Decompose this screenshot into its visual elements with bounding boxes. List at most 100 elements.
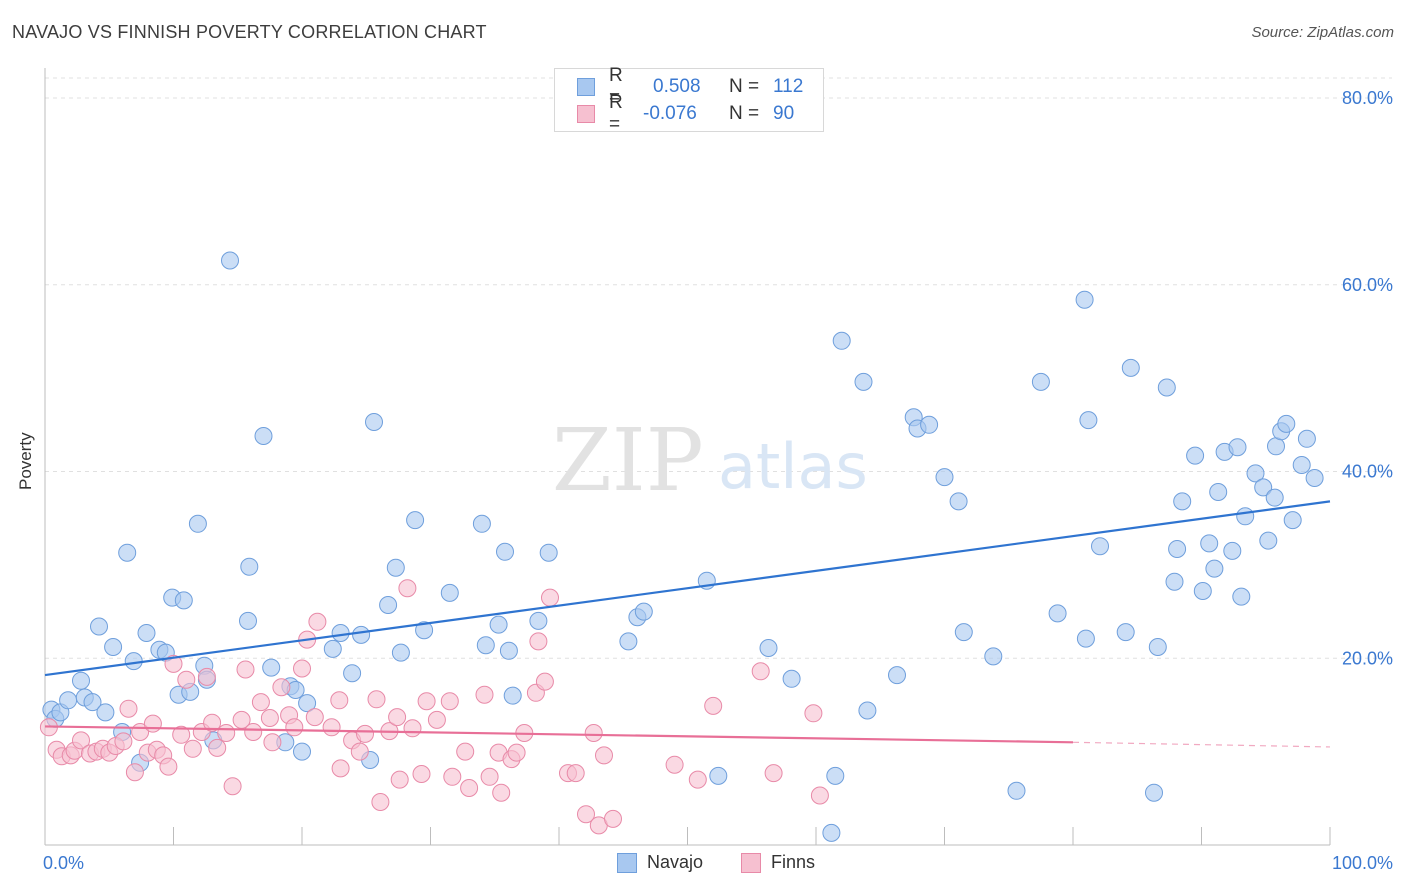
data-point-navajo xyxy=(59,691,78,710)
data-point-finns xyxy=(236,660,255,679)
data-point-navajo xyxy=(323,639,342,658)
n-label: N = xyxy=(729,103,760,124)
data-point-navajo xyxy=(1267,437,1285,456)
data-point-navajo xyxy=(832,331,851,350)
data-point-navajo xyxy=(954,623,973,642)
data-point-navajo xyxy=(854,372,873,391)
data-point-navajo xyxy=(1157,378,1176,397)
x-tick-label: 0.0% xyxy=(43,853,84,873)
data-point-navajo xyxy=(1297,429,1316,448)
data-point-navajo xyxy=(1075,290,1094,309)
r-value: -0.076 xyxy=(643,103,697,124)
data-point-finns xyxy=(203,713,222,732)
data-point-navajo xyxy=(1283,511,1302,530)
data-point-navajo xyxy=(1121,358,1140,377)
legend-row-navajo: R = 0.508 N = 112 xyxy=(577,65,804,108)
data-point-finns xyxy=(427,710,446,729)
data-point-navajo xyxy=(1193,582,1212,600)
data-point-navajo xyxy=(1265,488,1284,507)
data-point-navajo xyxy=(96,703,115,722)
data-point-navajo xyxy=(1254,478,1273,497)
data-point-navajo xyxy=(406,511,425,530)
data-point-finns xyxy=(475,685,494,704)
data-point-finns xyxy=(305,708,324,727)
watermark-atlas: atlas xyxy=(718,430,868,503)
data-point-navajo xyxy=(472,514,491,533)
data-point-finns xyxy=(330,691,349,710)
data-point-navajo xyxy=(1209,483,1228,501)
data-point-finns xyxy=(440,692,459,711)
tick-labels: 20.0% 40.0% 60.0% 80.0% 0.0% 100.0% xyxy=(43,88,1393,873)
data-point-navajo xyxy=(782,669,801,688)
data-point-navajo xyxy=(920,415,939,434)
y-axis-label: Poverty xyxy=(16,432,35,490)
n-label: N = xyxy=(729,76,760,97)
data-point-navajo xyxy=(343,664,362,683)
series-finns xyxy=(39,579,829,835)
data-point-finns xyxy=(604,809,622,828)
watermark-zip: ZIP xyxy=(552,411,704,511)
data-point-navajo xyxy=(1259,531,1278,550)
data-point-navajo xyxy=(254,427,273,445)
data-point-navajo xyxy=(476,636,495,655)
legend-swatch-finns xyxy=(741,852,761,873)
legend-swatch-navajo xyxy=(577,78,595,96)
data-point-navajo xyxy=(331,624,350,642)
data-point-navajo xyxy=(1200,534,1219,553)
data-point-finns xyxy=(367,690,386,709)
data-point-finns xyxy=(584,724,603,742)
data-point-finns xyxy=(390,770,409,789)
data-point-finns xyxy=(460,779,479,797)
data-point-navajo xyxy=(935,468,954,487)
data-point-finns xyxy=(251,693,270,712)
data-point-finns xyxy=(164,654,183,673)
data-point-finns xyxy=(272,678,291,697)
data-point-finns xyxy=(412,765,431,783)
data-point-finns xyxy=(566,764,585,783)
data-point-navajo xyxy=(188,514,207,533)
legend-swatch-finns xyxy=(577,105,595,123)
series-navajo xyxy=(42,251,1324,842)
data-point-navajo xyxy=(1246,464,1265,483)
data-point-finns xyxy=(595,746,613,765)
data-point-finns xyxy=(263,733,282,752)
r-label: R = xyxy=(609,65,623,108)
data-point-finns xyxy=(72,731,90,750)
data-point-navajo xyxy=(293,742,311,761)
data-point-navajo xyxy=(634,602,653,621)
data-point-navajo xyxy=(137,624,156,642)
data-point-navajo xyxy=(888,666,906,685)
data-point-navajo xyxy=(386,558,405,577)
data-point-finns xyxy=(331,759,350,778)
data-point-finns xyxy=(535,672,554,691)
source-label: Source: ZipAtlas.com xyxy=(1251,24,1394,41)
data-point-navajo xyxy=(174,591,193,610)
y-tick-label: 20.0% xyxy=(1342,648,1393,668)
data-point-navajo xyxy=(709,766,728,785)
data-point-navajo xyxy=(391,643,410,662)
data-point-finns xyxy=(665,755,684,774)
data-point-navajo xyxy=(1292,456,1311,474)
trend-line-finns xyxy=(44,725,1074,744)
watermark: ZIP atlas xyxy=(552,411,868,511)
data-point-navajo xyxy=(1186,446,1205,465)
legend-row-finns: R = -0.076 N = 90 xyxy=(577,92,794,135)
data-point-finns xyxy=(197,667,216,686)
data-point-navajo xyxy=(1091,537,1109,556)
data-point-navajo xyxy=(496,542,514,561)
data-points xyxy=(39,251,1324,842)
data-point-finns xyxy=(308,612,327,631)
data-point-navajo xyxy=(239,611,257,630)
data-point-finns xyxy=(541,588,559,607)
bottom-legend-navajo: Navajo xyxy=(617,852,703,873)
data-point-finns xyxy=(688,770,707,789)
data-point-navajo xyxy=(124,652,143,671)
n-value: 112 xyxy=(773,76,804,97)
data-point-navajo xyxy=(1148,638,1167,656)
data-point-navajo xyxy=(1228,438,1247,457)
data-point-navajo xyxy=(529,611,548,630)
data-point-navajo xyxy=(1236,507,1255,526)
y-axis-label-wrap: Poverty xyxy=(16,432,74,510)
trend-line-navajo xyxy=(44,500,1331,677)
data-point-navajo xyxy=(1007,781,1026,800)
